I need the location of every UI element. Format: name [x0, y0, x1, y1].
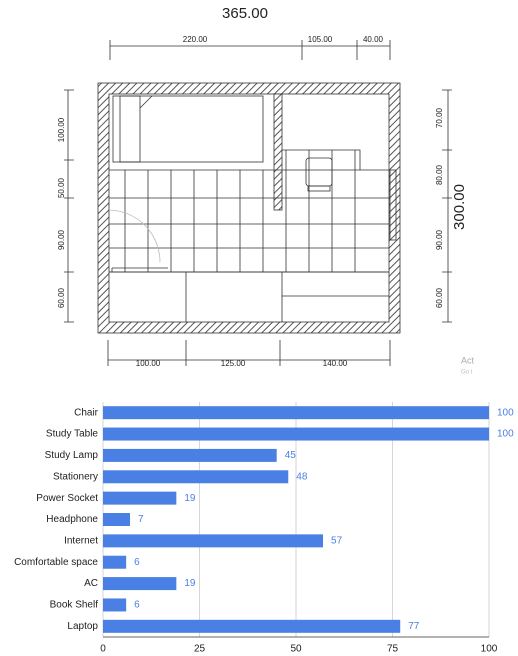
- value-label: 6: [134, 557, 140, 568]
- y-tick-label: Chair: [74, 407, 99, 418]
- watermark: Act: [461, 355, 475, 365]
- value-label: 19: [184, 578, 196, 589]
- value-label: 6: [134, 600, 140, 611]
- x-tick-label: 25: [194, 644, 206, 655]
- bar: [103, 513, 131, 526]
- value-label: 77: [408, 621, 420, 632]
- total-width: 365.00: [222, 5, 268, 22]
- value-label: 100: [497, 407, 514, 418]
- bar: [103, 598, 127, 612]
- x-tick-label: 100: [481, 644, 498, 655]
- bar: [103, 555, 127, 569]
- dimension: 220.00: [183, 35, 208, 44]
- dimension: 105.00: [308, 35, 333, 44]
- x-tick-label: 0: [100, 644, 106, 655]
- bar: [103, 448, 277, 462]
- dimension: 125.00: [221, 359, 246, 368]
- y-tick-label: Laptop: [67, 621, 98, 632]
- bar: [103, 406, 489, 420]
- dimension: 40.00: [363, 35, 384, 44]
- dimension: 70.00: [435, 107, 444, 128]
- dimension: 50.00: [57, 177, 66, 198]
- bar: [103, 577, 177, 591]
- y-tick-label: Power Socket: [36, 493, 98, 504]
- dimension: 100.00: [57, 117, 66, 142]
- bar: [103, 534, 324, 548]
- x-tick-label: 50: [290, 644, 302, 655]
- value-label: 19: [184, 493, 196, 504]
- dimension: 60.00: [57, 287, 66, 308]
- bar: [103, 427, 489, 441]
- dimension: 100.00: [136, 359, 161, 368]
- total-height: 300.00: [451, 184, 468, 230]
- value-label: 57: [331, 536, 343, 547]
- bar-chart: 0 25 50 75 100 Chair 100 Study Table 100 Study La…: [14, 402, 514, 655]
- y-tick-label: Study Lamp: [45, 450, 99, 461]
- floor-plan: [64, 40, 452, 366]
- y-tick-label: Internet: [64, 536, 98, 547]
- bar: [103, 619, 401, 633]
- y-tick-label: Stationery: [53, 471, 98, 482]
- value-label: 7: [138, 514, 144, 525]
- y-tick-label: Comfortable space: [14, 557, 98, 568]
- value-label: 100: [497, 429, 514, 440]
- dimension: 140.00: [323, 359, 348, 368]
- bar: [103, 470, 289, 484]
- dimension: 60.00: [435, 287, 444, 308]
- y-tick-label: Headphone: [46, 514, 98, 525]
- value-label: 48: [296, 471, 308, 482]
- x-tick-label: 75: [387, 644, 399, 655]
- value-label: 45: [285, 450, 297, 461]
- bar: [103, 491, 177, 505]
- dimension: 90.00: [57, 229, 66, 250]
- watermark: Go t: [461, 370, 473, 376]
- dimension: 80.00: [435, 164, 444, 185]
- y-tick-label: AC: [84, 578, 98, 589]
- y-tick-label: Book Shelf: [50, 600, 99, 611]
- y-tick-label: Study Table: [46, 429, 99, 440]
- dimension: 90.00: [435, 229, 444, 250]
